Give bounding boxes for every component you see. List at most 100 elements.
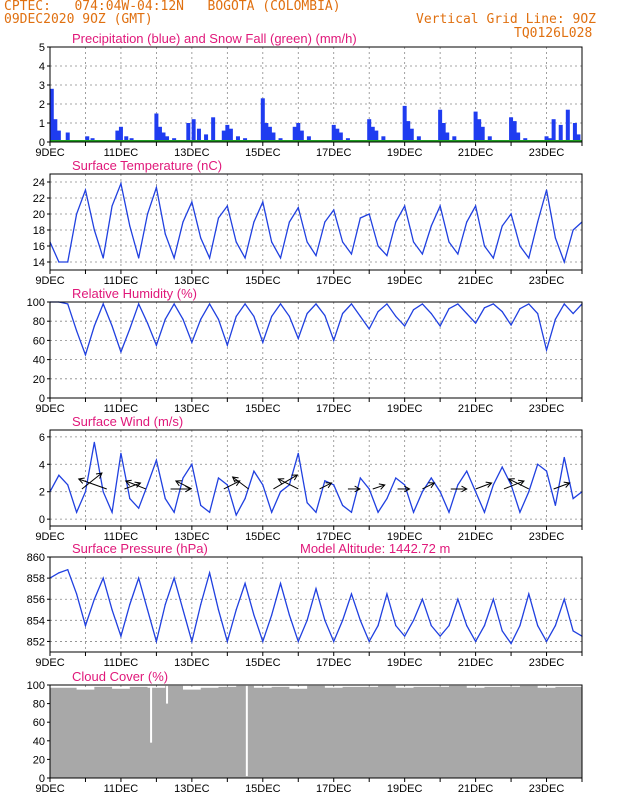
wind-point: [483, 511, 486, 513]
precip-bar: [406, 121, 411, 142]
wind-arrowhead: [95, 472, 103, 479]
precip-bar: [565, 109, 570, 142]
x-tick-label: 23DEC: [529, 403, 565, 415]
x-tick-label: 13DEC: [174, 403, 210, 415]
x-tick-label: 15DEC: [245, 657, 281, 669]
humidity-point: [191, 341, 193, 343]
pressure-point: [297, 640, 299, 643]
precip-bar: [118, 126, 123, 142]
x-tick-label: 23DEC: [529, 147, 565, 159]
precip-bar: [331, 124, 336, 142]
pressure-point: [475, 640, 477, 643]
wind-point: [519, 511, 521, 513]
x-tick-label: 17DEC: [316, 783, 352, 795]
pressure-point: [395, 625, 397, 627]
x-tick-label: 23DEC: [529, 531, 565, 543]
x-tick-label: 15DEC: [245, 783, 281, 795]
humidity-point: [457, 303, 459, 305]
humidity-point: [377, 311, 379, 313]
precip-bar: [512, 121, 517, 142]
pressure-annotation: Model Altitude: 1442.72 m: [300, 541, 450, 556]
y-tick-label: 2: [39, 487, 45, 499]
wind-point: [226, 484, 228, 486]
humidity-point: [84, 354, 87, 356]
temp-point: [262, 201, 264, 203]
humidity-point: [164, 318, 166, 320]
temp-point: [333, 209, 335, 211]
wind-arrow: [124, 482, 141, 490]
wind-arrowhead: [507, 478, 515, 485]
wind-arrow: [319, 482, 332, 490]
temp-point: [164, 233, 166, 235]
x-tick-label: 13DEC: [174, 531, 210, 543]
x-tick-label: 19DEC: [387, 275, 423, 287]
pressure-point: [146, 609, 149, 611]
wind-arrowhead: [233, 480, 241, 487]
temp-point: [200, 237, 202, 239]
x-tick-label: 15DEC: [245, 403, 281, 415]
x-tick-label: 21DEC: [458, 531, 494, 543]
pressure-frame: [49, 556, 583, 653]
x-tick-label: 19DEC: [387, 403, 423, 415]
y-tick-label: 858: [27, 573, 45, 585]
temp-point: [288, 221, 290, 223]
pressure-point: [510, 642, 512, 645]
humidity-panel: Relative Humidity (%) 0 20 40 60 80 100 9DEC 11D…: [27, 286, 583, 415]
wind-frame: [49, 429, 583, 527]
humidity-point: [262, 341, 264, 343]
y-tick-label: 20: [33, 754, 45, 766]
temp-point: [439, 205, 441, 207]
wind-point: [572, 497, 574, 500]
temp-point: [386, 255, 388, 257]
temp-point: [475, 205, 477, 207]
forecast-date: 09DEC2020 9OZ (GMT): [4, 12, 153, 27]
humidity-point: [111, 325, 113, 327]
cloud-frame: [49, 684, 583, 779]
humidity-point: [554, 318, 557, 320]
wind-point: [333, 484, 335, 486]
wind-point: [350, 511, 353, 513]
temp-point: [519, 245, 521, 247]
x-tick-label: 11DEC: [104, 531, 139, 543]
humidity-point: [279, 303, 282, 305]
precip-bar: [235, 136, 240, 142]
y-tick-label: 18: [33, 225, 45, 237]
wind-arrowhead: [485, 481, 493, 488]
precip-bar: [299, 130, 304, 142]
pressure-point: [164, 603, 166, 606]
pressure-point: [572, 630, 574, 632]
wind-arrowhead: [517, 479, 525, 486]
humidity-point: [173, 303, 175, 305]
wind-point: [297, 452, 299, 454]
precip-bar: [487, 136, 492, 142]
temp-point: [271, 241, 273, 243]
pressure-point: [315, 588, 317, 590]
temp-point: [404, 205, 406, 207]
wind-point: [457, 484, 459, 486]
y-tick-label: 20: [33, 374, 45, 386]
x-tick-label: 19DEC: [387, 531, 423, 543]
humidity-point: [537, 312, 539, 315]
humidity-point: [342, 312, 344, 315]
wind-arrowhead: [404, 485, 411, 493]
wind-arrowhead: [325, 482, 333, 489]
y-tick-label: 852: [27, 636, 45, 648]
wind-point: [563, 456, 565, 459]
wind-arrow: [78, 478, 107, 490]
x-tick-label: 21DEC: [458, 275, 494, 287]
humidity-point: [244, 303, 246, 305]
wind-arrow: [125, 480, 146, 490]
precip-bar: [473, 111, 478, 142]
y-tick-label: 0: [39, 137, 45, 149]
wind-point: [120, 452, 122, 454]
pressure-point: [404, 635, 406, 637]
wind-point: [412, 511, 415, 513]
temp-point: [510, 213, 512, 215]
wind-title: Surface Wind (m/s): [72, 414, 183, 429]
pressure-point: [537, 625, 539, 627]
wind-point: [102, 491, 104, 493]
wind-point: [155, 459, 157, 461]
x-tick-label: 9DEC: [35, 147, 64, 159]
pressure-point: [545, 640, 548, 643]
wind-arrow: [278, 478, 299, 490]
